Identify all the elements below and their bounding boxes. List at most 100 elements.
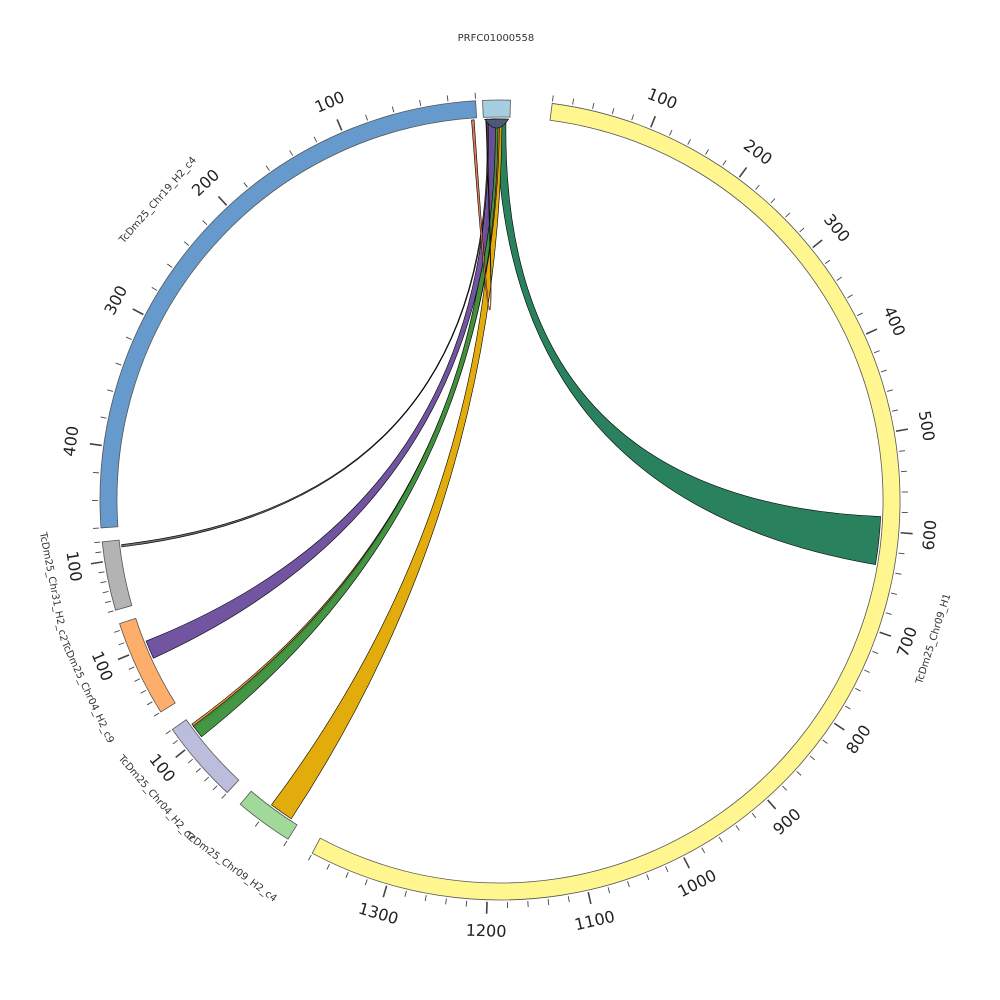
tick-label: 700	[893, 624, 921, 659]
tick-mark	[283, 840, 288, 847]
tick-mark	[107, 389, 114, 392]
tick-mark	[153, 712, 160, 717]
tick-label: 100	[62, 550, 85, 583]
tick-mark	[445, 898, 447, 905]
tick-mark	[735, 825, 740, 831]
ticks-layer	[89, 92, 913, 914]
tick-mark	[547, 899, 550, 906]
tick-label: 800	[842, 721, 875, 757]
tick-mark	[204, 776, 210, 782]
tick-mark	[289, 150, 294, 156]
tick-mark	[836, 276, 843, 281]
tick-mark	[782, 785, 788, 791]
segment-name-label: PRFC01000558	[458, 33, 535, 44]
tick-mark	[872, 650, 879, 654]
tick-mark	[799, 227, 805, 233]
segment-name-label: TcDm25_Chr09_H1	[914, 592, 953, 686]
tick-mark	[890, 592, 898, 595]
tick-label: 1100	[573, 907, 617, 934]
tick-mark	[95, 551, 102, 554]
tick-label: 100	[145, 750, 179, 786]
tick-mark	[770, 198, 776, 204]
tick-label: 200	[740, 135, 776, 168]
segment-chr31c2	[101, 539, 133, 611]
tick-mark	[857, 312, 863, 317]
tick-mark	[895, 572, 902, 575]
tick-mark	[336, 119, 343, 131]
ribbon-prfc	[484, 118, 510, 129]
tick-mark	[364, 879, 368, 886]
tick-mark	[125, 336, 132, 340]
tick-mark	[687, 139, 691, 145]
tick-mark	[650, 115, 657, 128]
tick-mark	[117, 654, 130, 661]
tick-mark	[567, 896, 570, 903]
segments-layer	[99, 99, 901, 901]
tick-mark	[172, 739, 179, 745]
tick-mark	[404, 890, 407, 897]
tick-mark	[89, 442, 102, 447]
tick-mark	[880, 369, 887, 373]
tick-mark	[115, 362, 122, 366]
tick-mark	[665, 866, 669, 873]
tick-mark	[718, 836, 723, 843]
tick-mark	[221, 793, 227, 799]
tick-mark	[895, 428, 909, 432]
tick-mark	[847, 294, 853, 299]
segment-chr04c7	[171, 719, 240, 794]
segment-chr04c9	[119, 617, 176, 713]
tick-mark	[94, 541, 101, 544]
tick-mark	[107, 610, 114, 613]
tick-mark	[701, 847, 706, 854]
tick-label: 100	[312, 87, 348, 116]
tick-mark	[212, 785, 218, 791]
tick-mark	[833, 722, 845, 731]
tick-label: 400	[60, 425, 83, 458]
tick-label: 100	[88, 648, 117, 684]
tick-mark	[113, 630, 120, 633]
tick-label: 600	[919, 519, 940, 551]
tick-mark	[864, 669, 870, 673]
tick-mark	[134, 678, 141, 682]
tick-mark	[326, 863, 330, 870]
tick-mark	[105, 600, 112, 604]
segment-name-label: TcDm25_Chr09_H2_c4	[182, 829, 279, 904]
tick-mark	[183, 241, 190, 246]
tick-mark	[824, 259, 831, 265]
tick-label: 500	[915, 409, 939, 442]
tick-mark	[891, 409, 899, 412]
tick-mark	[751, 812, 757, 819]
tick-mark	[865, 328, 878, 335]
tick-mark	[898, 552, 905, 555]
tick-mark	[140, 689, 147, 694]
ribbon-chr04c7	[192, 118, 499, 738]
tick-mark	[705, 149, 709, 155]
tick-mark	[809, 755, 815, 761]
tick-mark	[166, 263, 173, 268]
tick-mark	[738, 166, 748, 178]
tick-mark	[646, 874, 650, 881]
segment-name-label: TcDm25_Chr19_H2_c4	[117, 155, 199, 246]
segment-name-label: TcDm25_Chr31_H2_c2	[37, 530, 69, 642]
tick-mark	[446, 95, 449, 102]
tick-mark	[391, 106, 395, 113]
tick-label: 100	[645, 84, 680, 113]
tick-mark	[898, 450, 906, 452]
segment-prfc	[482, 99, 511, 118]
tick-mark	[187, 758, 193, 764]
tick-mark	[243, 182, 248, 188]
tick-mark	[587, 892, 592, 905]
tick-mark	[822, 739, 828, 744]
tick-label: 300	[100, 282, 131, 318]
tick-mark	[879, 631, 892, 637]
tick-mark	[755, 184, 760, 190]
tick-mark	[308, 854, 312, 861]
tick-label: 1200	[465, 921, 506, 941]
tick-mark	[146, 701, 153, 706]
tick-mark	[844, 705, 851, 710]
ribbon-chr09h1	[496, 118, 881, 565]
ribbon-chr19c4	[471, 118, 492, 310]
tick-mark	[254, 821, 260, 827]
ribbon-chr31c2	[121, 118, 489, 548]
